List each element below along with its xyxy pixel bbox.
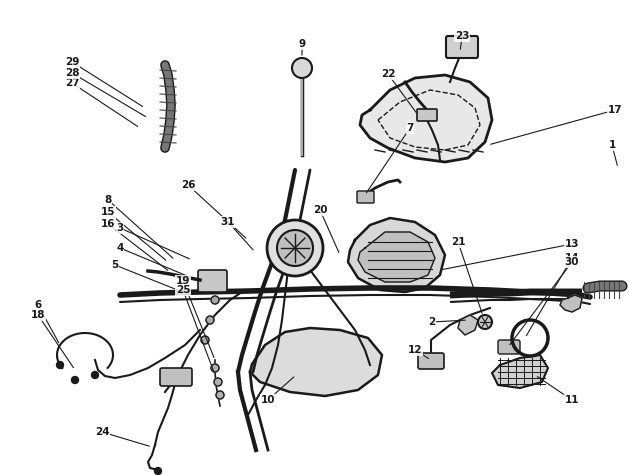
Text: 29: 29 — [65, 57, 79, 67]
Polygon shape — [458, 315, 478, 335]
FancyBboxPatch shape — [418, 353, 444, 369]
Polygon shape — [360, 75, 492, 162]
Circle shape — [478, 315, 492, 329]
Text: 26: 26 — [181, 180, 195, 190]
Text: 2: 2 — [428, 317, 436, 327]
Circle shape — [211, 364, 219, 372]
Circle shape — [201, 336, 209, 344]
Circle shape — [91, 371, 99, 379]
FancyBboxPatch shape — [198, 270, 227, 292]
Circle shape — [72, 377, 79, 383]
Polygon shape — [348, 218, 445, 292]
Circle shape — [512, 320, 548, 356]
Text: 9: 9 — [298, 39, 306, 49]
Text: 25: 25 — [175, 285, 190, 295]
Circle shape — [214, 378, 222, 386]
Circle shape — [155, 467, 162, 475]
Polygon shape — [358, 232, 435, 282]
Text: 1: 1 — [608, 140, 616, 150]
Text: 28: 28 — [65, 68, 79, 78]
Text: 23: 23 — [455, 31, 469, 41]
Circle shape — [292, 58, 312, 78]
Polygon shape — [492, 355, 548, 388]
Text: 12: 12 — [408, 345, 422, 355]
FancyBboxPatch shape — [417, 109, 437, 121]
Text: 19: 19 — [176, 276, 190, 286]
Text: 10: 10 — [261, 395, 276, 405]
Circle shape — [206, 316, 214, 324]
Circle shape — [216, 391, 224, 399]
FancyBboxPatch shape — [446, 36, 478, 58]
Text: 5: 5 — [111, 260, 119, 270]
Circle shape — [57, 361, 64, 369]
Text: 24: 24 — [95, 427, 109, 437]
Text: 7: 7 — [406, 123, 414, 133]
Text: 17: 17 — [608, 105, 622, 115]
Text: 21: 21 — [451, 237, 465, 247]
Polygon shape — [560, 295, 582, 312]
FancyBboxPatch shape — [498, 340, 520, 354]
Circle shape — [211, 296, 219, 304]
Text: 15: 15 — [101, 207, 115, 217]
Circle shape — [267, 220, 323, 276]
Text: 14: 14 — [565, 253, 579, 263]
Text: 3: 3 — [116, 223, 124, 233]
Text: 27: 27 — [65, 78, 79, 88]
Text: 31: 31 — [221, 217, 235, 227]
Text: 20: 20 — [313, 205, 327, 215]
Text: 18: 18 — [31, 310, 45, 320]
Text: 22: 22 — [381, 69, 395, 79]
Text: 30: 30 — [565, 257, 579, 267]
FancyBboxPatch shape — [357, 191, 374, 203]
FancyBboxPatch shape — [160, 368, 192, 386]
Text: 13: 13 — [565, 239, 579, 249]
Text: 8: 8 — [104, 195, 111, 205]
Polygon shape — [250, 328, 382, 396]
Text: 16: 16 — [101, 219, 115, 229]
Text: 11: 11 — [565, 395, 579, 405]
Text: 6: 6 — [35, 300, 42, 310]
Text: 4: 4 — [116, 243, 124, 253]
Circle shape — [277, 230, 313, 266]
